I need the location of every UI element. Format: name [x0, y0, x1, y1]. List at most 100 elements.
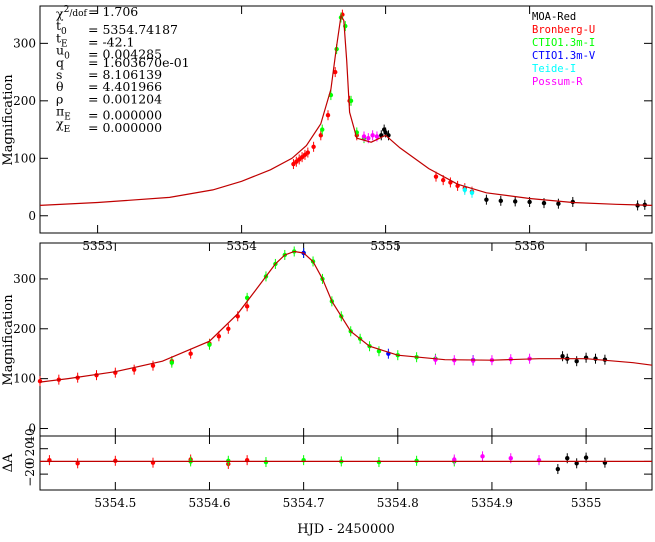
data-point: [348, 98, 354, 104]
data-point: [508, 456, 513, 461]
fit-parameter: χE = 0.000000: [56, 116, 162, 135]
legend-entry: Bronberg-U: [532, 24, 595, 36]
data-point: [433, 174, 439, 179]
panel-residual-frame: [39, 435, 653, 491]
data-point: [527, 199, 532, 205]
data-point: [113, 458, 118, 463]
data-point: [541, 200, 547, 206]
fit-parameter: χ2/dof= 1.706: [56, 4, 138, 21]
y-tick-label: 0: [28, 422, 36, 436]
data-point: [556, 201, 561, 206]
model-curve: [39, 14, 653, 206]
y-tick-label: 100: [13, 151, 36, 165]
data-point: [462, 187, 467, 193]
panel-middle: 0 100 200 300: [13, 243, 653, 436]
residual-xlabel: HJD - 2450000: [297, 522, 395, 537]
fit-parameter: u0 = 0.004285: [56, 43, 162, 62]
legend-entry: MOA-Red: [532, 11, 576, 23]
fit-parameter: tE = -42.1: [56, 30, 135, 49]
model-curve: [39, 250, 653, 383]
data-point: [244, 304, 250, 309]
data-point: [333, 69, 338, 75]
y-tick-label: 40: [23, 428, 37, 443]
data-point: [216, 334, 222, 339]
y-tick-label: 300: [13, 36, 36, 50]
data-point: [75, 461, 80, 466]
data-point: [574, 358, 579, 364]
data-point: [37, 378, 43, 384]
x-tick-label: 5354.9: [471, 496, 513, 510]
y-tick-label: 200: [13, 94, 36, 108]
data-point: [226, 326, 231, 331]
fit-parameter: πE = 0.000000: [56, 104, 162, 123]
residual-ylabel: ΔA: [1, 453, 16, 472]
panel-top: 0 100 200 300 5353 5354 5355 5356: [13, 6, 653, 253]
data-point: [376, 459, 382, 465]
data-point: [131, 367, 137, 372]
data-point: [565, 456, 570, 461]
data-point: [361, 134, 367, 139]
x-tick-label: 5354.7: [283, 496, 325, 510]
data-point: [150, 363, 156, 368]
legend-entry: CTIO1.3m-I: [532, 37, 595, 49]
x-tick-label: 5354: [226, 239, 257, 253]
data-point: [383, 130, 388, 135]
panel-top-frame: [39, 5, 653, 234]
x-tick-label: 5354.8: [377, 496, 419, 510]
data-point: [370, 133, 375, 138]
x-tick-label: 5356: [514, 239, 545, 253]
data-point: [263, 459, 269, 465]
top-ylabel: Magnification: [1, 74, 16, 166]
data-point: [325, 112, 331, 118]
data-point: [169, 360, 175, 365]
legend-entry: Possum-R: [532, 76, 583, 88]
data-point: [207, 342, 212, 347]
data-point: [320, 127, 325, 132]
fit-parameter: s = 8.106139: [56, 67, 162, 82]
data-point: [311, 144, 316, 149]
data-point: [513, 199, 518, 204]
legend: MOA-RedBronberg-UCTIO1.3m-ICTIO1.3m-VTei…: [532, 11, 596, 88]
x-tick-label: 5353: [82, 239, 113, 253]
x-tick-label: 5354.5: [94, 496, 136, 510]
middle-ylabel: Magnification: [1, 294, 16, 386]
data-point: [560, 354, 565, 359]
fit-parameter: ρ = 0.001204: [56, 91, 162, 106]
y-tick-label: 300: [13, 272, 36, 286]
data-point: [555, 466, 561, 472]
data-point: [226, 458, 231, 463]
legend-entry: Teide-I: [532, 63, 576, 75]
fit-parameter: θ = 4.401966: [56, 79, 162, 94]
data-point: [484, 197, 489, 202]
y-tick-label: 100: [13, 372, 36, 386]
data-point: [374, 134, 380, 139]
data-point: [470, 358, 476, 363]
fit-parameter: q = 1.603670e-01: [56, 55, 190, 70]
data-point: [593, 356, 598, 361]
y-tick-label: 0: [28, 209, 36, 223]
y-tick-label: 20: [23, 441, 37, 456]
data-point: [574, 461, 579, 466]
panel-middle-frame: [39, 242, 653, 437]
data-point: [469, 190, 475, 195]
x-tick-label: 5354.6: [188, 496, 230, 510]
data-point: [441, 177, 446, 183]
data-point: [414, 458, 419, 463]
data-point: [366, 135, 371, 141]
x-tick-label: 5355: [370, 239, 401, 253]
data-point: [583, 455, 589, 460]
legend-entry: CTIO1.3m-V: [532, 50, 596, 62]
data-point: [480, 454, 485, 459]
x-tick-label: 5355: [571, 496, 602, 510]
data-point: [452, 457, 457, 462]
data-point: [188, 351, 193, 356]
data-point: [305, 150, 311, 155]
y-tick-label: 0: [23, 458, 37, 466]
data-point: [498, 198, 503, 204]
fit-parameter: t0 = 5354.74187: [56, 18, 178, 37]
y-tick-label: 200: [13, 322, 36, 336]
y-tick-label: −20: [23, 461, 37, 486]
